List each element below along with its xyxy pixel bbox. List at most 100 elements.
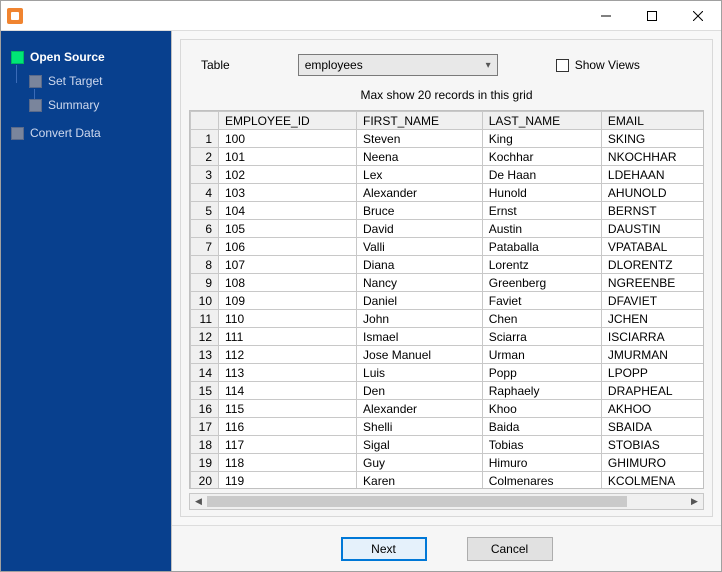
table-row[interactable]: 17116ShelliBaidaSBAIDA515.127.45631997-1 [191,418,705,436]
cell[interactable]: DRAPHEAL [601,382,704,400]
cell[interactable]: Hunold [482,184,601,202]
table-row[interactable]: 11110JohnChenJCHEN515.124.42691997-9 [191,310,705,328]
row-header[interactable]: 4 [191,184,219,202]
show-views-checkbox[interactable]: Show Views [556,58,640,72]
horizontal-scrollbar[interactable]: ◀ ▶ [189,493,704,510]
cell[interactable]: Neena [357,148,483,166]
cell[interactable]: Chen [482,310,601,328]
scroll-left-arrow[interactable]: ◀ [190,494,207,509]
cell[interactable]: Diana [357,256,483,274]
table-row[interactable]: 2101NeenaKochharNKOCHHAR515.123.45681989… [191,148,705,166]
cell[interactable]: Urman [482,346,601,364]
cell[interactable]: Kochhar [482,148,601,166]
cell[interactable]: 117 [219,436,357,454]
cell[interactable]: Ismael [357,328,483,346]
next-button[interactable]: Next [341,537,427,561]
cell[interactable]: NGREENBE [601,274,704,292]
table-dropdown[interactable]: employees ▾ [298,54,498,76]
cell[interactable]: Baida [482,418,601,436]
row-header[interactable]: 12 [191,328,219,346]
cell[interactable]: De Haan [482,166,601,184]
cell[interactable]: JCHEN [601,310,704,328]
cell[interactable]: David [357,220,483,238]
column-header[interactable]: LAST_NAME [482,112,601,130]
cell[interactable]: LPOPP [601,364,704,382]
row-header[interactable]: 15 [191,382,219,400]
scroll-right-arrow[interactable]: ▶ [686,494,703,509]
cell[interactable]: GHIMURO [601,454,704,472]
table-row[interactable]: 9108NancyGreenbergNGREENBE515.124.456919… [191,274,705,292]
row-header[interactable]: 11 [191,310,219,328]
sidebar-item-open-source[interactable]: Open Source [9,45,163,69]
minimize-button[interactable] [583,1,629,30]
cell[interactable]: KCOLMENA [601,472,704,490]
column-header[interactable]: FIRST_NAME [357,112,483,130]
cell[interactable]: King [482,130,601,148]
cell[interactable]: 111 [219,328,357,346]
cell[interactable]: Alexander [357,184,483,202]
cell[interactable]: 115 [219,400,357,418]
cell[interactable]: 116 [219,418,357,436]
scroll-track[interactable] [207,494,686,509]
cell[interactable]: Popp [482,364,601,382]
table-row[interactable]: 19118GuyHimuroGHIMURO515.127.45651998-1 [191,454,705,472]
table-row[interactable]: 18117SigalTobiasSTOBIAS515.127.45641997-… [191,436,705,454]
cancel-button[interactable]: Cancel [467,537,553,561]
cell[interactable]: DLORENTZ [601,256,704,274]
cell[interactable]: ISCIARRA [601,328,704,346]
cell[interactable]: Valli [357,238,483,256]
cell[interactable]: 118 [219,454,357,472]
cell[interactable]: Faviet [482,292,601,310]
cell[interactable]: 113 [219,364,357,382]
cell[interactable]: AKHOO [601,400,704,418]
table-row[interactable]: 15114DenRaphaelyDRAPHEAL515.127.45611994… [191,382,705,400]
row-header[interactable]: 10 [191,292,219,310]
cell[interactable]: Sigal [357,436,483,454]
cell[interactable]: Bruce [357,202,483,220]
cell[interactable]: Steven [357,130,483,148]
column-header[interactable]: EMPLOYEE_ID [219,112,357,130]
sidebar-item-set-target[interactable]: Set Target [27,69,163,93]
cell[interactable]: Karen [357,472,483,490]
cell[interactable]: 119 [219,472,357,490]
close-button[interactable] [675,1,721,30]
cell[interactable]: STOBIAS [601,436,704,454]
cell[interactable]: John [357,310,483,328]
cell[interactable]: SKING [601,130,704,148]
row-header[interactable]: 2 [191,148,219,166]
row-header[interactable]: 6 [191,220,219,238]
cell[interactable]: Lex [357,166,483,184]
row-header[interactable]: 3 [191,166,219,184]
cell[interactable]: LDEHAAN [601,166,704,184]
cell[interactable]: Guy [357,454,483,472]
cell[interactable]: Greenberg [482,274,601,292]
table-row[interactable]: 14113LuisPoppLPOPP515.124.45671999-1 [191,364,705,382]
row-header[interactable]: 19 [191,454,219,472]
cell[interactable]: Lorentz [482,256,601,274]
row-header[interactable]: 16 [191,400,219,418]
row-header[interactable]: 18 [191,436,219,454]
cell[interactable]: Shelli [357,418,483,436]
maximize-button[interactable] [629,1,675,30]
cell[interactable]: Daniel [357,292,483,310]
cell[interactable]: Nancy [357,274,483,292]
cell[interactable]: DAUSTIN [601,220,704,238]
row-header[interactable]: 14 [191,364,219,382]
table-row[interactable]: 12111IsmaelSciarraISCIARRA515.124.436919… [191,328,705,346]
cell[interactable]: 114 [219,382,357,400]
table-row[interactable]: 8107DianaLorentzDLORENTZ590.423.55671999… [191,256,705,274]
table-row[interactable]: 3102LexDe HaanLDEHAAN515.123.45691993-1 [191,166,705,184]
cell[interactable]: SBAIDA [601,418,704,436]
row-header[interactable]: 1 [191,130,219,148]
grid-scroll[interactable]: EMPLOYEE_IDFIRST_NAMELAST_NAMEEMAILPHONE… [189,110,704,489]
table-row[interactable]: 10109DanielFavietDFAVIET515.124.41691994… [191,292,705,310]
cell[interactable]: Austin [482,220,601,238]
table-row[interactable]: 4103AlexanderHunoldAHUNOLD590.423.456719… [191,184,705,202]
cell[interactable]: Himuro [482,454,601,472]
row-header[interactable]: 8 [191,256,219,274]
cell[interactable]: 101 [219,148,357,166]
row-header[interactable]: 9 [191,274,219,292]
cell[interactable]: 107 [219,256,357,274]
cell[interactable]: 103 [219,184,357,202]
table-row[interactable]: 13112Jose ManuelUrmanJMURMAN515.124.4469… [191,346,705,364]
